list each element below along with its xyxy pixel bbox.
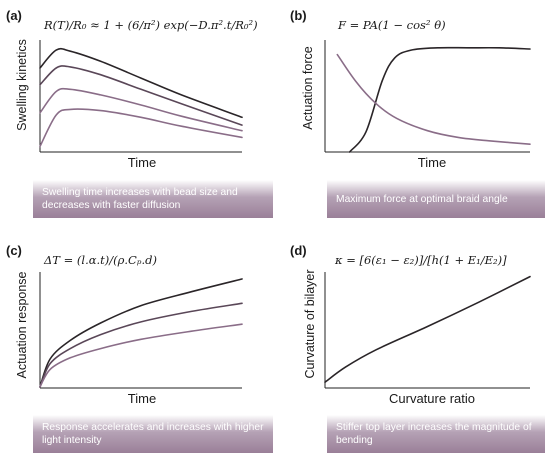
series-line-a-2 bbox=[39, 65, 243, 126]
series-line-c-3 bbox=[39, 323, 243, 388]
series-line-c-1 bbox=[39, 278, 243, 388]
panel-label-b: (b) bbox=[290, 8, 307, 23]
caption-text-c: Response accelerates and increases with … bbox=[42, 422, 264, 446]
caption-d: Stiffer top layer increases the magnitud… bbox=[327, 415, 545, 453]
caption-text-d: Stiffer top layer increases the magnitud… bbox=[336, 422, 532, 446]
series-line-a-4 bbox=[39, 108, 243, 148]
panel-label-c: (c) bbox=[6, 243, 22, 258]
series-line-d-1 bbox=[324, 275, 531, 383]
series-line-c-2 bbox=[39, 302, 243, 388]
xlabel-a: Time bbox=[127, 155, 157, 170]
series-line-b-1 bbox=[348, 46, 531, 153]
equation-d: κ = [6(ε₁ − ε₂)]/[h(1 + E₁/E₂)] bbox=[335, 253, 507, 267]
xlabel-c: Time bbox=[127, 391, 157, 406]
equation-c: ΔT = (l.α.t)/(ρ.Cₚ.d) bbox=[44, 253, 157, 267]
xlabel-d: Curvature ratio bbox=[389, 391, 475, 406]
equation-a: R(T)/R₀ ≈ 1 + (6/π²) exp(−D.π².t/R₀²) bbox=[44, 18, 258, 32]
series-line-a-1 bbox=[39, 47, 243, 119]
series-line-b-2 bbox=[336, 53, 531, 145]
xlabel-b: Time bbox=[417, 155, 447, 170]
panel-label-d: (d) bbox=[290, 243, 307, 258]
caption-text-a: Swelling time increases with bead size a… bbox=[42, 187, 238, 211]
equation-b: F = PA(1 − cos² θ) bbox=[338, 18, 446, 32]
caption-b: Maximum force at optimal braid angle bbox=[327, 180, 545, 218]
series-line-a-3 bbox=[39, 87, 243, 132]
panel-label-a: (a) bbox=[6, 8, 22, 23]
caption-a: Swelling time increases with bead size a… bbox=[33, 180, 273, 218]
caption-text-b: Maximum force at optimal braid angle bbox=[336, 193, 508, 205]
caption-c: Response accelerates and increases with … bbox=[33, 415, 273, 453]
